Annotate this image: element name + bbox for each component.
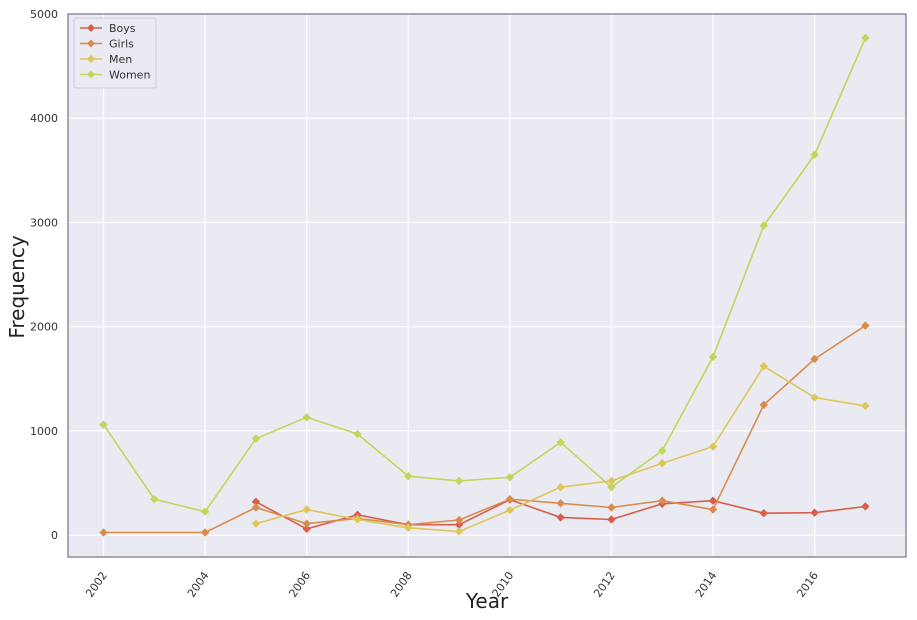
y-tick-label: 1000 xyxy=(30,425,58,438)
x-axis-title: Year xyxy=(465,589,509,613)
series-men xyxy=(251,362,870,536)
data-point xyxy=(302,524,311,534)
data-point xyxy=(505,494,515,504)
y-tick-label: 3000 xyxy=(30,216,58,229)
legend-item: Girls xyxy=(80,38,134,51)
data-point xyxy=(556,499,565,508)
data-point xyxy=(404,523,413,533)
legend-item: Men xyxy=(80,53,132,66)
data-point xyxy=(251,434,261,443)
data-point xyxy=(454,527,464,536)
data-point xyxy=(708,496,718,505)
data-point xyxy=(658,446,667,455)
y-tick-label: 2000 xyxy=(30,321,58,334)
data-point xyxy=(658,496,667,505)
legend: Boys Girls Men Women xyxy=(73,17,157,89)
data-point xyxy=(404,472,413,481)
legend-label: Men xyxy=(109,53,132,66)
data-point xyxy=(200,528,210,537)
data-point xyxy=(810,354,819,364)
data-point xyxy=(607,503,616,512)
data-point xyxy=(302,519,311,528)
y-axis-title: Frequency xyxy=(5,235,29,338)
data-point xyxy=(861,401,870,411)
plot-background xyxy=(68,14,906,557)
y-tick-label: 0 xyxy=(51,529,58,542)
data-point xyxy=(556,482,565,492)
data-point xyxy=(150,494,159,504)
legend-label: Women xyxy=(109,69,150,82)
legend-marker xyxy=(87,24,95,32)
legend-marker xyxy=(87,39,95,48)
data-point xyxy=(708,442,718,451)
data-point xyxy=(759,362,768,371)
y-tick-label: 4000 xyxy=(30,112,58,125)
series-layer xyxy=(99,33,870,537)
x-tick-label: 2008 xyxy=(388,569,415,599)
data-point xyxy=(810,508,819,517)
data-point xyxy=(99,420,108,429)
data-point xyxy=(861,33,870,43)
legend-item: Boys xyxy=(80,22,136,35)
data-point xyxy=(200,507,210,516)
x-tick-label: 2016 xyxy=(794,569,821,599)
data-point xyxy=(251,519,261,528)
x-tick-label: 2006 xyxy=(286,569,313,599)
series-line xyxy=(102,37,867,513)
data-point xyxy=(251,497,261,506)
y-tick-label: 5000 xyxy=(30,8,58,21)
legend-marker xyxy=(87,55,95,63)
x-tick-label: 2002 xyxy=(83,569,110,599)
data-point xyxy=(505,473,515,482)
data-point xyxy=(607,476,616,486)
data-point xyxy=(759,400,768,410)
data-point xyxy=(556,513,565,522)
data-point xyxy=(658,458,667,468)
y-tick-labels: 0 1000 2000 3000 4000 5000 xyxy=(30,8,58,542)
legend-item: Women xyxy=(80,69,150,82)
x-tick-label: 2014 xyxy=(693,569,720,599)
data-point xyxy=(251,503,261,512)
data-point xyxy=(302,413,311,422)
legend-marker xyxy=(87,70,95,79)
data-point xyxy=(302,505,311,514)
data-point xyxy=(810,150,819,159)
legend-box xyxy=(73,17,157,89)
data-point xyxy=(454,520,464,529)
data-point xyxy=(505,505,515,515)
data-point xyxy=(759,221,768,230)
legend-label: Girls xyxy=(109,38,134,51)
data-point xyxy=(607,515,616,524)
plot-border xyxy=(67,13,907,558)
data-point xyxy=(353,515,362,524)
series-girls xyxy=(99,321,870,537)
data-point xyxy=(607,482,616,492)
data-point xyxy=(861,321,870,330)
data-point xyxy=(708,352,718,362)
data-point xyxy=(759,509,768,518)
data-point xyxy=(556,438,565,447)
data-point xyxy=(454,476,464,486)
data-point xyxy=(708,505,718,514)
x-tick-labels: 2002 2004 2006 2008 2010 2012 2014 2016 xyxy=(83,569,821,599)
legend-label: Boys xyxy=(109,22,136,35)
data-point xyxy=(861,502,870,511)
x-tick-label: 2012 xyxy=(591,569,618,599)
data-point xyxy=(454,515,464,525)
x-tick-label: 2004 xyxy=(185,569,212,599)
data-point xyxy=(99,528,108,537)
series-women xyxy=(99,33,870,516)
data-point xyxy=(353,429,362,439)
data-point xyxy=(810,393,819,402)
